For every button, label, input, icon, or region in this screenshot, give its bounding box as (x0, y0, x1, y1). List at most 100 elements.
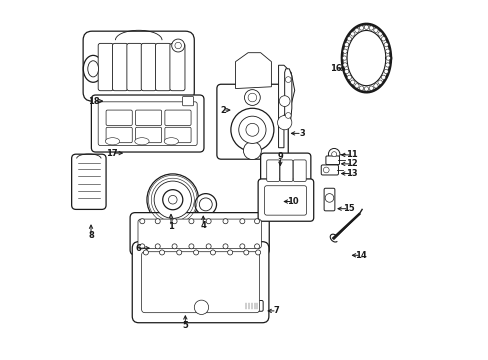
Circle shape (354, 28, 358, 32)
Circle shape (344, 42, 348, 47)
Circle shape (171, 39, 184, 52)
FancyBboxPatch shape (266, 160, 279, 181)
Circle shape (188, 219, 194, 224)
Circle shape (194, 300, 208, 315)
Text: 3: 3 (298, 129, 304, 138)
Circle shape (254, 244, 259, 249)
Circle shape (277, 116, 291, 130)
Circle shape (140, 219, 144, 224)
FancyBboxPatch shape (217, 84, 287, 159)
Ellipse shape (88, 61, 99, 77)
FancyBboxPatch shape (155, 43, 170, 91)
Text: 10: 10 (286, 197, 298, 206)
Circle shape (364, 87, 368, 91)
Circle shape (245, 123, 258, 136)
Text: 12: 12 (346, 159, 357, 168)
Text: 18: 18 (88, 96, 100, 105)
FancyBboxPatch shape (132, 242, 268, 323)
Circle shape (381, 75, 385, 80)
Circle shape (350, 32, 354, 36)
FancyBboxPatch shape (258, 179, 313, 221)
Circle shape (176, 250, 182, 255)
Text: 1: 1 (168, 222, 174, 231)
FancyBboxPatch shape (260, 153, 310, 187)
Text: 11: 11 (346, 150, 357, 159)
Circle shape (140, 244, 144, 249)
Circle shape (381, 37, 385, 41)
FancyBboxPatch shape (164, 127, 191, 143)
Circle shape (172, 219, 177, 224)
Circle shape (255, 250, 260, 255)
Circle shape (377, 32, 382, 36)
Circle shape (210, 250, 215, 255)
Text: 16: 16 (329, 64, 341, 73)
Circle shape (350, 80, 354, 84)
FancyBboxPatch shape (324, 188, 334, 211)
Text: 4: 4 (200, 221, 206, 230)
Circle shape (238, 116, 265, 143)
Circle shape (364, 25, 368, 30)
Circle shape (323, 167, 328, 173)
FancyBboxPatch shape (135, 127, 162, 143)
Text: 5: 5 (182, 321, 188, 330)
FancyBboxPatch shape (141, 43, 156, 91)
Circle shape (373, 84, 377, 88)
Circle shape (328, 148, 339, 160)
Circle shape (285, 113, 290, 118)
Polygon shape (284, 69, 291, 126)
FancyBboxPatch shape (126, 43, 142, 91)
FancyBboxPatch shape (293, 160, 305, 181)
Circle shape (163, 190, 183, 210)
FancyBboxPatch shape (280, 160, 292, 181)
FancyBboxPatch shape (135, 110, 162, 126)
Text: 7: 7 (273, 306, 279, 315)
Circle shape (344, 69, 348, 73)
Circle shape (239, 219, 244, 224)
Circle shape (155, 244, 160, 249)
Ellipse shape (164, 138, 178, 145)
Circle shape (154, 181, 191, 219)
Circle shape (199, 198, 212, 211)
Polygon shape (278, 65, 294, 148)
Circle shape (359, 26, 363, 30)
Text: 17: 17 (106, 149, 118, 158)
FancyBboxPatch shape (83, 31, 194, 101)
Circle shape (377, 80, 382, 84)
FancyBboxPatch shape (112, 43, 127, 91)
Text: 14: 14 (354, 251, 366, 260)
Text: 6: 6 (136, 244, 142, 253)
Circle shape (254, 219, 259, 224)
FancyBboxPatch shape (325, 156, 339, 165)
Circle shape (354, 84, 358, 88)
Circle shape (247, 93, 256, 102)
FancyBboxPatch shape (91, 95, 203, 152)
FancyBboxPatch shape (169, 43, 184, 91)
Circle shape (368, 26, 373, 30)
Circle shape (373, 28, 377, 32)
Circle shape (342, 63, 346, 67)
FancyBboxPatch shape (142, 252, 259, 313)
Circle shape (155, 219, 160, 224)
Circle shape (239, 244, 244, 249)
Circle shape (285, 77, 290, 82)
FancyBboxPatch shape (321, 165, 338, 175)
Circle shape (206, 244, 211, 249)
Circle shape (223, 219, 227, 224)
FancyBboxPatch shape (182, 96, 193, 106)
Circle shape (368, 86, 373, 90)
Ellipse shape (83, 55, 103, 82)
FancyBboxPatch shape (72, 154, 106, 210)
Text: 8: 8 (88, 231, 94, 240)
Circle shape (383, 42, 387, 47)
Circle shape (172, 244, 177, 249)
Circle shape (359, 86, 363, 90)
FancyBboxPatch shape (243, 301, 263, 311)
Circle shape (143, 250, 148, 255)
Circle shape (159, 250, 164, 255)
Circle shape (227, 250, 232, 255)
Circle shape (386, 56, 389, 60)
Circle shape (342, 49, 346, 53)
Circle shape (325, 194, 333, 202)
Circle shape (383, 69, 387, 73)
Ellipse shape (105, 138, 120, 145)
